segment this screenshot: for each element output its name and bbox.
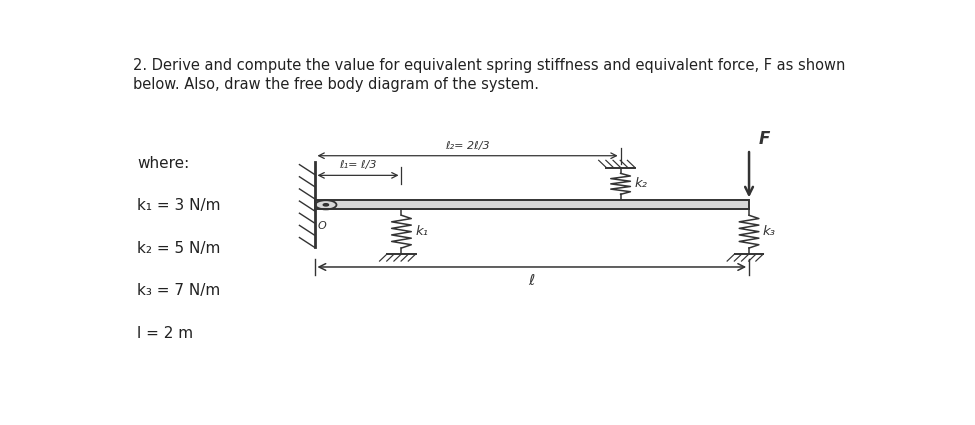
Text: k₁ = 3 N/m: k₁ = 3 N/m — [136, 198, 220, 213]
Text: ℓ₁= ℓ/3: ℓ₁= ℓ/3 — [339, 161, 376, 170]
Circle shape — [324, 204, 329, 206]
Text: F: F — [759, 130, 770, 147]
Text: l = 2 m: l = 2 m — [136, 326, 193, 341]
Bar — [315, 200, 749, 210]
Text: O: O — [318, 221, 327, 231]
Text: ℓ: ℓ — [528, 273, 535, 288]
Text: where:: where: — [136, 156, 189, 171]
Text: 2. Derive and compute the value for equivalent spring stiffness and equivalent f: 2. Derive and compute the value for equi… — [134, 57, 845, 73]
Text: k₂ = 5 N/m: k₂ = 5 N/m — [136, 241, 220, 256]
Text: k₃: k₃ — [762, 225, 776, 238]
Text: k₁: k₁ — [415, 225, 428, 238]
Text: below. Also, draw the free body diagram of the system.: below. Also, draw the free body diagram … — [134, 77, 539, 92]
Text: k₂: k₂ — [634, 177, 647, 190]
Text: ℓ₂= 2ℓ/3: ℓ₂= 2ℓ/3 — [446, 141, 489, 151]
Text: k₃ = 7 N/m: k₃ = 7 N/m — [136, 283, 220, 298]
